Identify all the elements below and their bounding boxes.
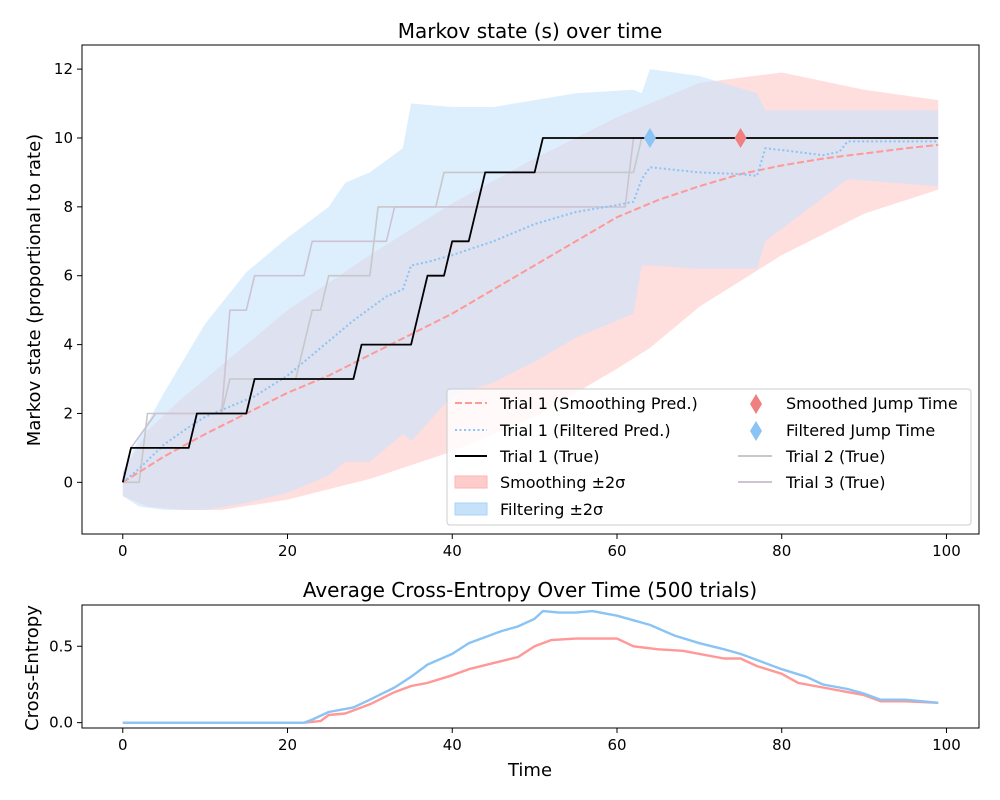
y-tick-label: 10 bbox=[54, 129, 73, 147]
top-markers bbox=[643, 127, 747, 148]
series-trial3-true bbox=[122, 137, 939, 483]
legend-label-filtered-pred: Trial 1 (Filtered Pred.) bbox=[499, 421, 671, 440]
top-chart: Markov state (s) over time Markov state … bbox=[24, 19, 980, 560]
legend-label-trial2-true: Trial 2 (True) bbox=[785, 447, 886, 466]
legend-label-trial1-true: Trial 1 (True) bbox=[499, 447, 600, 466]
top-lines bbox=[121, 137, 939, 484]
x-tick-label: 60 bbox=[607, 736, 626, 754]
y-tick-label: 0.0 bbox=[49, 714, 73, 732]
x-tick-label: 100 bbox=[932, 542, 961, 560]
bottom-chart-xlabel: Time bbox=[507, 760, 552, 781]
series-smoothing-ce bbox=[122, 637, 939, 724]
legend-swatch-filtering-band bbox=[454, 502, 488, 516]
x-tick-label: 100 bbox=[932, 736, 961, 754]
series-filtering-ce bbox=[122, 609, 939, 724]
top-plot-frame bbox=[81, 44, 980, 535]
series-filtered-pred bbox=[122, 140, 939, 484]
top-chart-ylabel: Markov state (proportional to rate) bbox=[24, 134, 45, 446]
bottom-chart: Average Cross-Entropy Over Time (500 tri… bbox=[22, 578, 980, 781]
series-smoothing-pred bbox=[122, 143, 939, 484]
bottom-x-axis: 0 20 40 60 80 100 bbox=[118, 728, 961, 754]
bottom-y-axis: 0.0 0.5 bbox=[49, 637, 82, 732]
x-tick-label: 60 bbox=[607, 542, 626, 560]
y-tick-label: 6 bbox=[63, 267, 73, 285]
legend-label-filtered-jump: Filtered Jump Time bbox=[786, 421, 935, 440]
bottom-lines bbox=[122, 609, 939, 724]
y-tick-label: 2 bbox=[63, 404, 73, 422]
y-tick-label: 8 bbox=[63, 198, 73, 216]
bottom-chart-title: Average Cross-Entropy Over Time (500 tri… bbox=[303, 578, 757, 602]
x-tick-label: 80 bbox=[772, 736, 791, 754]
top-bands bbox=[122, 69, 939, 510]
legend-box bbox=[446, 388, 972, 526]
legend-label-filtering-band: Filtering ±2σ bbox=[500, 500, 603, 519]
marker-filtered-jump bbox=[643, 127, 656, 148]
top-y-axis: 0 2 4 6 8 10 12 bbox=[54, 60, 82, 491]
legend-swatch-filtered-jump bbox=[750, 421, 762, 441]
series-trial1-true bbox=[121, 137, 939, 483]
legend-label-smoothing-band: Smoothing ±2σ bbox=[500, 473, 625, 492]
x-tick-label: 20 bbox=[278, 736, 297, 754]
y-tick-label: 0.5 bbox=[49, 637, 73, 655]
y-tick-label: 4 bbox=[63, 336, 73, 354]
legend-swatch-smoothing-band bbox=[454, 475, 488, 489]
legend-swatch-smoothed-jump bbox=[750, 394, 762, 414]
x-tick-label: 0 bbox=[118, 736, 128, 754]
y-tick-label: 12 bbox=[54, 60, 73, 78]
x-tick-label: 80 bbox=[772, 542, 791, 560]
filtering-band bbox=[122, 69, 939, 510]
legend-label-trial3-true: Trial 3 (True) bbox=[785, 473, 886, 492]
x-tick-label: 0 bbox=[118, 542, 128, 560]
marker-smoothed-jump bbox=[734, 127, 747, 148]
x-tick-label: 20 bbox=[278, 542, 297, 560]
x-tick-label: 40 bbox=[443, 736, 462, 754]
legend-label-smoothing-pred: Trial 1 (Smoothing Pred.) bbox=[499, 394, 698, 413]
bottom-chart-ylabel: Cross-Entropy bbox=[22, 605, 43, 731]
bottom-plot-frame bbox=[81, 604, 980, 729]
x-tick-label: 40 bbox=[443, 542, 462, 560]
legend-label-smoothed-jump: Smoothed Jump Time bbox=[786, 394, 958, 413]
top-chart-title: Markov state (s) over time bbox=[398, 19, 663, 43]
top-x-axis: 0 20 40 60 80 100 bbox=[118, 534, 961, 560]
legend: Trial 1 (Smoothing Pred.) Trial 1 (Filte… bbox=[446, 388, 972, 526]
y-tick-label: 0 bbox=[63, 473, 73, 491]
